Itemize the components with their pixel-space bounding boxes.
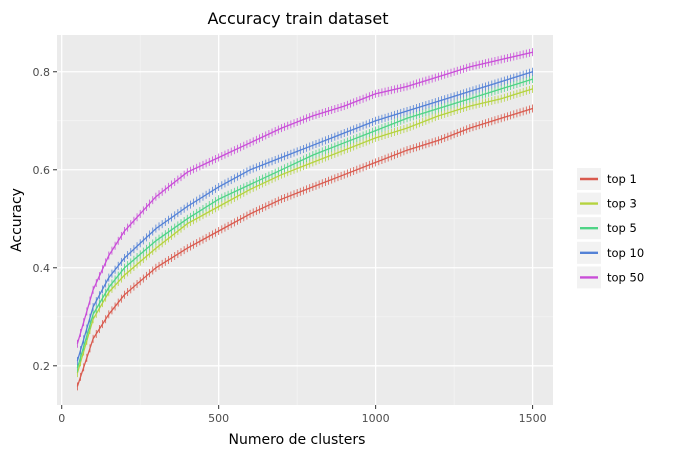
legend-item-top-1: top 1 bbox=[577, 168, 637, 190]
axis-ticks: 0 500 1000 1500 0.2 0.4 0.6 0.8 bbox=[33, 66, 547, 425]
series-top-3 bbox=[76, 84, 533, 378]
legend-item-top-3: top 3 bbox=[577, 192, 637, 215]
chart-title: Accuracy train dataset bbox=[208, 9, 389, 28]
legend-label: top 10 bbox=[607, 246, 644, 260]
legend-item-top-5: top 5 bbox=[577, 217, 637, 240]
legend-label: top 50 bbox=[607, 270, 644, 284]
y-axis-title: Accuracy bbox=[9, 188, 25, 252]
y-tick-label: 0.2 bbox=[33, 360, 51, 373]
legend-label: top 3 bbox=[607, 197, 637, 211]
series-top-1 bbox=[76, 104, 533, 391]
x-tick-label: 500 bbox=[208, 412, 229, 425]
y-tick-label: 0.8 bbox=[33, 66, 51, 79]
x-tick-label: 0 bbox=[58, 412, 65, 425]
series-lines bbox=[76, 48, 533, 391]
x-tick-label: 1500 bbox=[519, 412, 547, 425]
y-tick-label: 0.6 bbox=[33, 164, 51, 177]
series-top-10 bbox=[76, 67, 533, 365]
legend-label: top 5 bbox=[607, 221, 637, 235]
legend: top 1 top 3 top 5 top 10 top 50 bbox=[577, 168, 644, 289]
legend-item-top-50: top 50 bbox=[577, 266, 644, 289]
legend-label: top 1 bbox=[607, 172, 637, 186]
x-tick-label: 1000 bbox=[362, 412, 390, 425]
series-top-50 bbox=[76, 48, 533, 348]
x-axis-title: Numero de clusters bbox=[229, 432, 366, 448]
legend-item-top-10: top 10 bbox=[577, 241, 644, 264]
y-tick-label: 0.4 bbox=[33, 262, 51, 275]
plot-panel bbox=[57, 35, 553, 405]
gridlines bbox=[57, 35, 553, 405]
series-top-5 bbox=[76, 75, 533, 373]
